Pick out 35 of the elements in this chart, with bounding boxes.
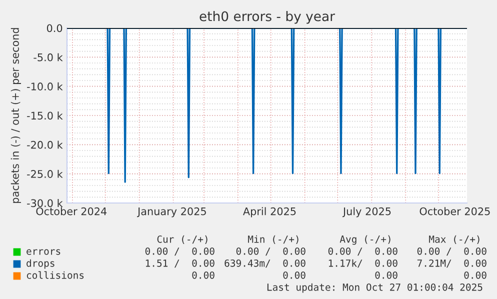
y-tick-label: -25.0 k — [27, 170, 63, 178]
text: Max (-/+) — [429, 235, 480, 244]
x-tick-label: July 2025 — [342, 207, 391, 218]
legend-label: errors — [26, 249, 60, 255]
x-tick-label: April 2025 — [243, 207, 296, 218]
text: 1.51 / 0.00 — [146, 259, 214, 268]
y-tick-label: 0.0 — [46, 24, 62, 32]
text: Last update: Mon Oct 27 01:00:04 2025 — [267, 283, 482, 293]
text: 0.00 — [375, 271, 398, 279]
y-tick-label: -5.0 k — [34, 53, 63, 62]
text: 0.00 — [192, 271, 214, 279]
y-tick-label: -30.0 k — [27, 199, 63, 208]
legend-label: drops — [26, 259, 54, 269]
text: Cur (-/+) — [157, 235, 208, 244]
text: 0.00 / 0.00 — [328, 247, 398, 256]
text: 0.00 / 0.00 — [145, 247, 214, 256]
text: 0.00 — [283, 271, 306, 279]
text: 1.17k/ 0.00 — [328, 259, 398, 268]
text: 0.00 — [464, 271, 486, 279]
text: Avg (-/+) — [340, 235, 390, 245]
y-tick-label: -20.0 k — [27, 140, 63, 149]
x-tick-label: October 2025 — [420, 207, 490, 216]
y-tick-label: -15.0 k — [27, 112, 63, 120]
text: 0.00 / 0.00 — [417, 247, 486, 256]
y-tick-label: -10.0 k — [27, 82, 63, 90]
text: Min (-/+) — [248, 235, 298, 244]
y-axis-title: packets in (-) / out (+) per second — [10, 28, 21, 203]
chart-title: eth0 errors - by year — [200, 11, 336, 24]
x-tick-label: January 2025 — [137, 207, 206, 218]
x-tick-label: October 2024 — [36, 207, 107, 216]
text: 0.00 / 0.00 — [236, 247, 306, 256]
text: 7.21M/ 0.00 — [417, 259, 486, 268]
text: 639.43m/ 0.00 — [224, 259, 306, 268]
legend-label: collisions — [26, 271, 84, 279]
line-series — [67, 28, 467, 183]
